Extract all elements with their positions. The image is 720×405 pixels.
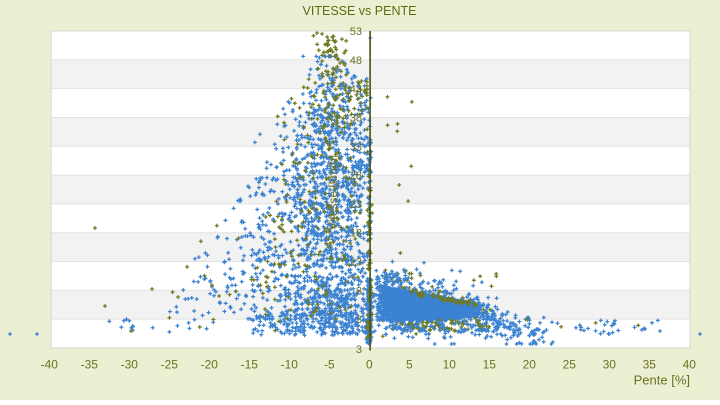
svg-text:25: 25: [563, 357, 577, 371]
svg-text:43: 43: [350, 84, 362, 96]
svg-text:-15: -15: [241, 357, 259, 371]
svg-text:23: 23: [350, 199, 362, 211]
svg-text:48: 48: [350, 55, 362, 67]
svg-text:VITESSE vs PENTE: VITESSE vs PENTE: [303, 4, 417, 18]
svg-text:15: 15: [483, 357, 497, 371]
svg-text:33: 33: [350, 141, 362, 153]
svg-text:-30: -30: [121, 357, 139, 371]
svg-text:-20: -20: [201, 357, 219, 371]
svg-text:28: 28: [350, 170, 362, 182]
svg-text:20: 20: [523, 357, 537, 371]
svg-text:3: 3: [356, 314, 362, 326]
svg-text:3: 3: [356, 344, 362, 356]
svg-text:Pente [%]: Pente [%]: [634, 373, 690, 388]
svg-text:35: 35: [643, 357, 657, 371]
svg-text:0: 0: [366, 357, 373, 371]
svg-text:8: 8: [356, 285, 362, 297]
svg-text:-40: -40: [41, 357, 59, 371]
svg-text:5: 5: [406, 357, 413, 371]
svg-text:53: 53: [350, 26, 362, 38]
svg-text:10: 10: [443, 357, 457, 371]
svg-text:-5: -5: [324, 357, 335, 371]
svg-text:Vitesse [km/h]: Vitesse [km/h]: [326, 155, 340, 230]
svg-text:-10: -10: [281, 357, 299, 371]
svg-text:40: 40: [683, 357, 697, 371]
svg-text:13: 13: [350, 257, 362, 269]
svg-text:38: 38: [350, 113, 362, 125]
svg-text:-35: -35: [81, 357, 99, 371]
svg-text:18: 18: [350, 228, 362, 240]
svg-text:30: 30: [603, 357, 617, 371]
svg-text:-25: -25: [161, 357, 179, 371]
